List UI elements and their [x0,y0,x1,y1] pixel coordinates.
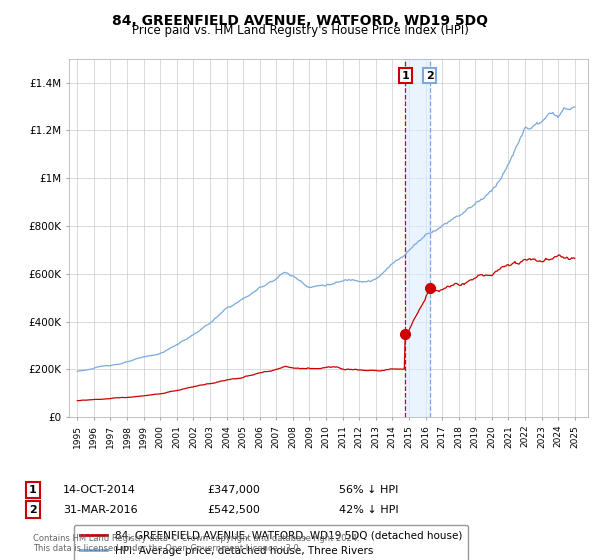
Text: 2: 2 [29,505,37,515]
Text: 1: 1 [29,485,37,495]
Legend: 84, GREENFIELD AVENUE, WATFORD, WD19 5DQ (detached house), HPI: Average price, d: 84, GREENFIELD AVENUE, WATFORD, WD19 5DQ… [74,525,469,560]
Text: Contains HM Land Registry data © Crown copyright and database right 2024.
This d: Contains HM Land Registry data © Crown c… [33,534,359,553]
Text: 1: 1 [401,71,409,81]
Bar [406,59,430,417]
Text: £542,500: £542,500 [207,505,260,515]
Text: 84, GREENFIELD AVENUE, WATFORD, WD19 5DQ: 84, GREENFIELD AVENUE, WATFORD, WD19 5DQ [112,14,488,28]
Text: Price paid vs. HM Land Registry's House Price Index (HPI): Price paid vs. HM Land Registry's House … [131,24,469,37]
Text: 14-OCT-2014: 14-OCT-2014 [63,485,136,495]
Text: 31-MAR-2016: 31-MAR-2016 [63,505,137,515]
Text: 42% ↓ HPI: 42% ↓ HPI [339,505,398,515]
Text: £347,000: £347,000 [207,485,260,495]
Text: 2: 2 [426,71,434,81]
Text: 56% ↓ HPI: 56% ↓ HPI [339,485,398,495]
